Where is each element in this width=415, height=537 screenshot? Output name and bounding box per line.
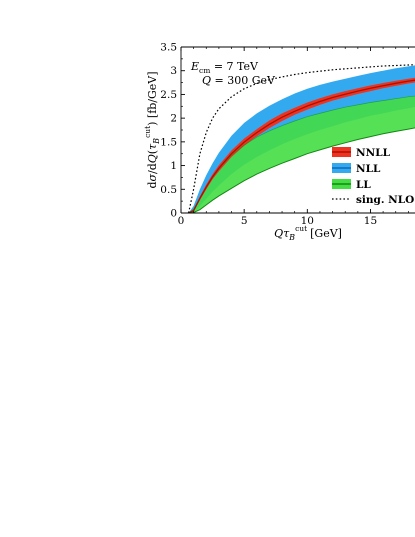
legend-label-ll: LL	[356, 179, 371, 191]
legend-label-sing-nlo: sing. NLO	[356, 194, 414, 206]
y-tick-label: 1.5	[160, 136, 177, 148]
y-tick-label: 1	[170, 160, 177, 172]
y-tick-label: 3.5	[160, 42, 177, 54]
y-axis-label: dσ/dQ(τBcut) [fb/GeV]	[143, 71, 161, 188]
x-tick-label: 15	[364, 215, 377, 227]
line-ll-lower	[188, 127, 415, 213]
x-axis-label: QτBcut [GeV]	[274, 224, 342, 242]
y-tick-label: 0	[170, 208, 177, 220]
tick-labels: 0 0.5 1 1.5 2 2.5 3 3.5 0 5 10 15	[160, 42, 377, 228]
legend-label-nll: NLL	[356, 163, 381, 175]
x-tick-label: 10	[301, 215, 314, 227]
x-tick-label: 5	[241, 215, 248, 227]
legend: NNLL NLL LL sing. NLO	[332, 147, 414, 206]
y-tick-label: 3	[170, 65, 177, 77]
y-tick-label: 2	[170, 113, 177, 125]
ticks	[180, 46, 409, 214]
x-tick-label: 0	[178, 215, 185, 227]
curves	[188, 64, 415, 213]
band-ll	[188, 96, 415, 213]
y-tick-label: 0.5	[160, 184, 177, 196]
band-nnll	[188, 77, 415, 213]
legend-label-nnll: NNLL	[356, 147, 391, 159]
band-nll	[188, 65, 415, 213]
line-nnll-central	[188, 79, 415, 213]
y-tick-label: 2.5	[160, 89, 177, 101]
uncertainty-bands	[188, 65, 415, 213]
annotation-q: Q = 300 GeV	[202, 74, 276, 87]
annotation-ecm: Ecm = 7 TeV	[190, 60, 259, 75]
